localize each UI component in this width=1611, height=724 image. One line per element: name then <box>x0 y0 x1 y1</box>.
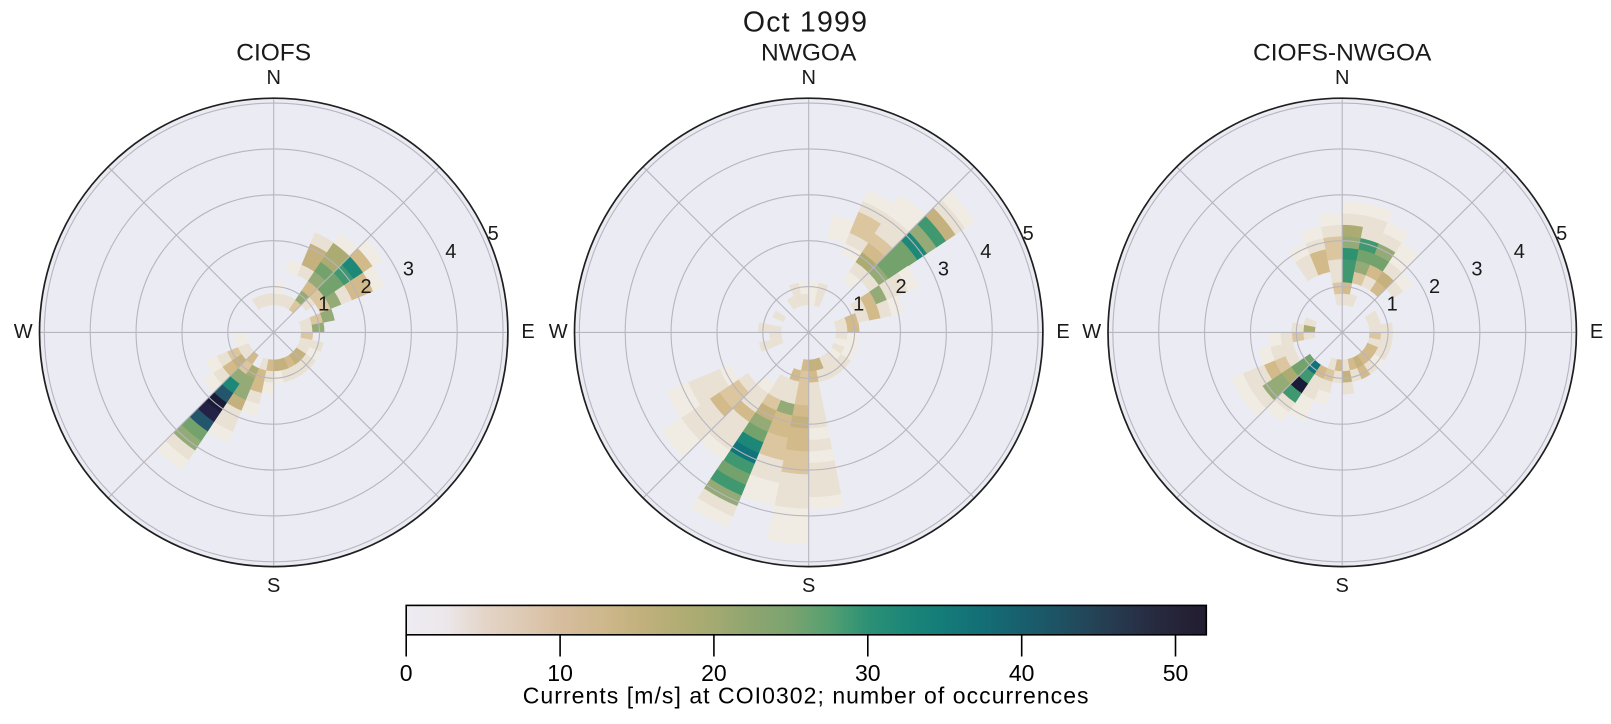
svg-text:4: 4 <box>445 241 456 263</box>
svg-text:5: 5 <box>1023 223 1034 245</box>
svg-text:E: E <box>1590 321 1603 343</box>
svg-text:3: 3 <box>938 258 949 280</box>
svg-text:3: 3 <box>403 258 414 280</box>
svg-text:3: 3 <box>1471 258 1482 280</box>
svg-text:S: S <box>267 575 280 597</box>
svg-text:0: 0 <box>400 660 413 686</box>
svg-text:N: N <box>266 67 280 89</box>
svg-text:4: 4 <box>980 241 991 263</box>
svg-text:W: W <box>549 321 568 343</box>
svg-text:2: 2 <box>896 276 907 298</box>
svg-text:S: S <box>1336 575 1349 597</box>
svg-text:CIOFS-NWGOA: CIOFS-NWGOA <box>1253 39 1432 66</box>
svg-text:Currents [m/s] at COI0302; num: Currents [m/s] at COI0302; number of occ… <box>523 682 1090 708</box>
svg-text:2: 2 <box>361 276 372 298</box>
svg-text:CIOFS: CIOFS <box>236 39 311 66</box>
svg-text:1: 1 <box>1387 293 1398 315</box>
svg-text:W: W <box>14 321 33 343</box>
svg-text:20: 20 <box>701 660 727 686</box>
svg-text:S: S <box>802 575 815 597</box>
svg-text:5: 5 <box>488 223 499 245</box>
svg-text:N: N <box>801 67 815 89</box>
svg-text:E: E <box>521 321 534 343</box>
svg-text:1: 1 <box>853 293 864 315</box>
svg-text:N: N <box>1335 67 1349 89</box>
svg-text:NWGOA: NWGOA <box>761 39 857 66</box>
svg-text:E: E <box>1056 321 1069 343</box>
svg-text:10: 10 <box>547 660 573 686</box>
svg-text:1: 1 <box>318 293 329 315</box>
svg-text:2: 2 <box>1429 276 1440 298</box>
svg-text:5: 5 <box>1556 223 1567 245</box>
svg-text:50: 50 <box>1163 660 1189 686</box>
svg-text:W: W <box>1082 321 1101 343</box>
svg-text:30: 30 <box>855 660 881 686</box>
svg-text:4: 4 <box>1514 241 1525 263</box>
svg-text:Oct 1999: Oct 1999 <box>743 6 868 38</box>
svg-text:40: 40 <box>1009 660 1035 686</box>
